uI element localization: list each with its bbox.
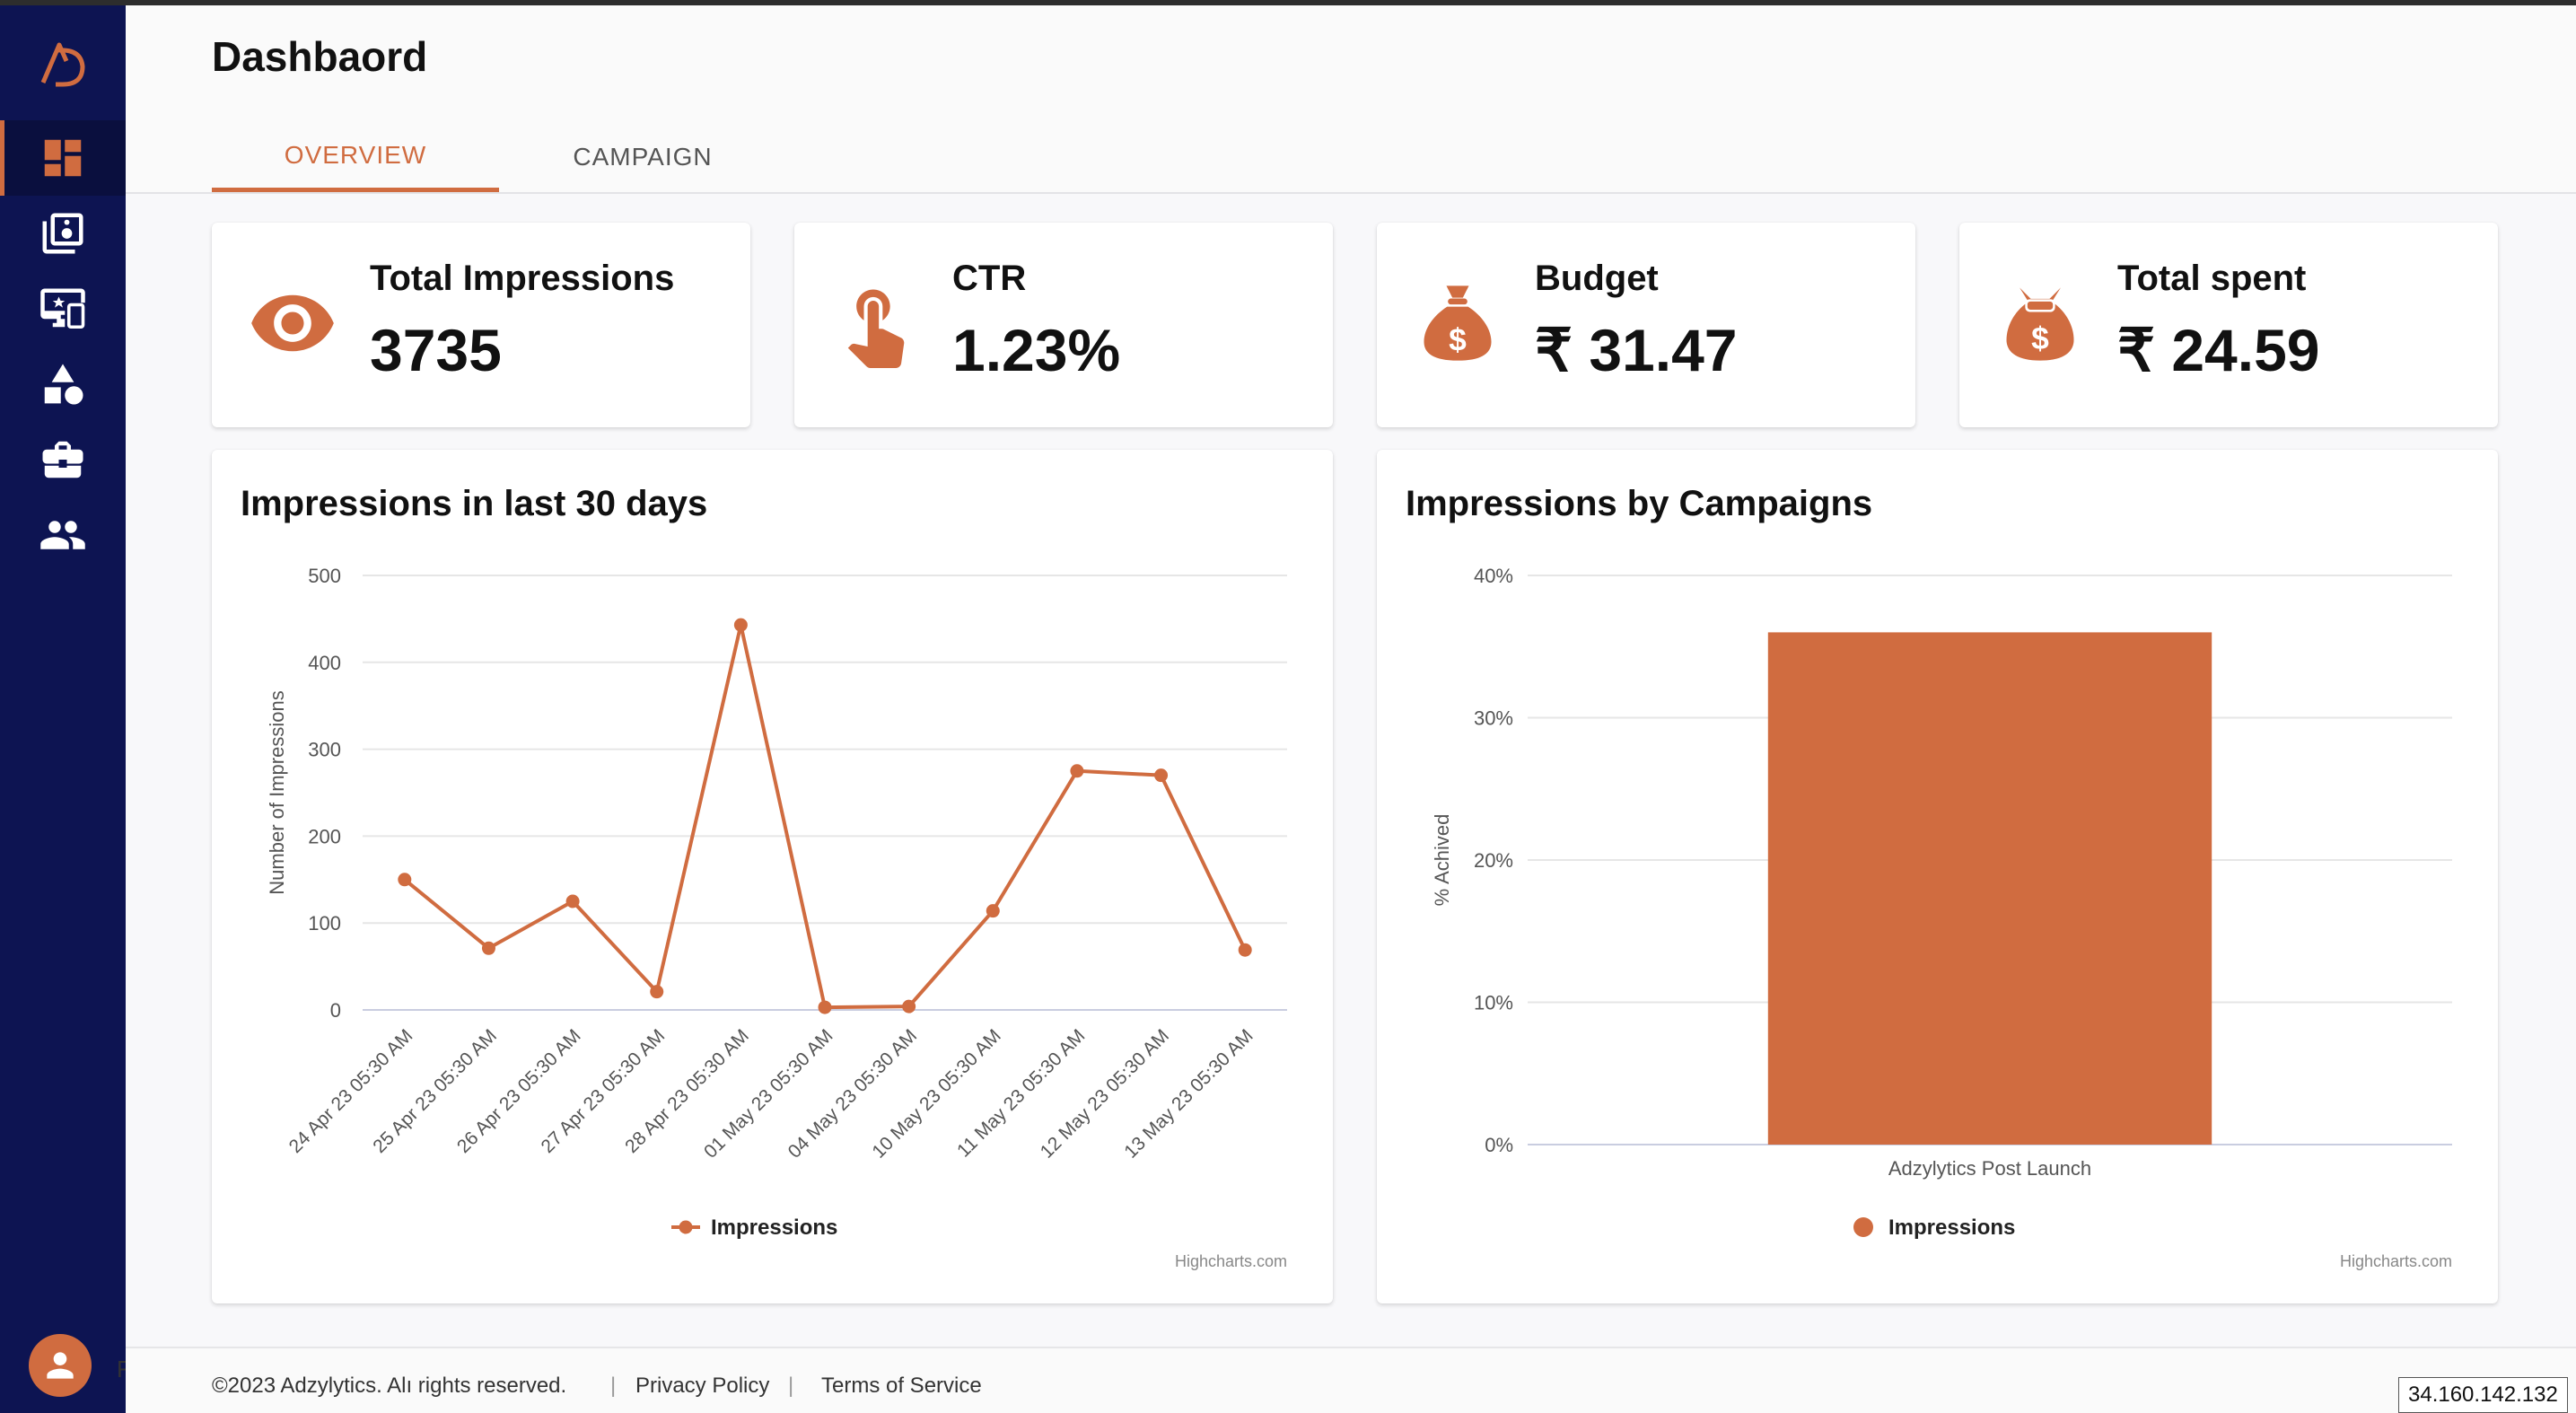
- money-bag-open-icon: $: [2006, 287, 2074, 361]
- series-line: [403, 623, 1247, 1010]
- footer-separator: |: [610, 1374, 617, 1398]
- kpi-card-total-spent: $ Total spent ₹ 24.59: [1959, 223, 2498, 427]
- people-icon: [40, 521, 85, 549]
- sidebar-item-categories[interactable]: [0, 347, 126, 422]
- sidebar-item-users[interactable]: [0, 497, 126, 573]
- footer-separator: |: [788, 1374, 794, 1398]
- data-point: [565, 894, 580, 908]
- data-point: [818, 1000, 832, 1014]
- y-tick-label: 0%: [1485, 1134, 1513, 1156]
- y-tick-label: 40%: [1474, 565, 1513, 587]
- monitor-star-icon: [40, 288, 85, 329]
- data-point: [902, 999, 916, 1014]
- tab-overview[interactable]: OVERVIEW: [212, 122, 499, 192]
- window-top-edge: [0, 0, 2576, 5]
- y-tick-label: 100: [308, 912, 341, 935]
- y-tick-label: 200: [308, 825, 341, 847]
- y-axis-title: % Achived: [1431, 814, 1453, 907]
- kpi-value: 1.23%: [952, 317, 1121, 383]
- privacy-policy-link[interactable]: Privacy Policy: [635, 1374, 770, 1398]
- y-tick-label: 300: [308, 739, 341, 761]
- footer: ©2023 Adzylytics. Alı rights reserved. |…: [126, 1347, 2576, 1413]
- chart-title: Impressions by Campaigns: [1406, 484, 1873, 523]
- y-tick-label: 30%: [1474, 707, 1513, 730]
- ip-address-badge: 34.160.142.132: [2398, 1377, 2568, 1413]
- legend-label: Impressions: [1888, 1216, 2015, 1240]
- kpi-card-ctr: CTR 1.23%: [794, 223, 1333, 427]
- impressions-line-chart-card: Impressions in last 30 days 0 100 200 300 40…: [212, 450, 1333, 1303]
- kpi-card-impressions: Total Impressions 3735: [212, 223, 750, 427]
- data-point: [986, 904, 1000, 918]
- chart-title: Impressions in last 30 days: [241, 484, 708, 523]
- kpi-value: 3735: [370, 317, 502, 383]
- y-tick-label: 0: [330, 999, 341, 1022]
- page-header: Dashbaord OVERVIEW CAMPAIGN: [126, 5, 2576, 194]
- tab-campaign[interactable]: CAMPAIGN: [573, 143, 713, 171]
- sidebar-item-screens[interactable]: [0, 271, 126, 347]
- kpi-label: Total spent: [2117, 259, 2307, 298]
- data-point: [398, 873, 412, 887]
- kpi-label: Total Impressions: [370, 259, 675, 298]
- y-tick-label: 20%: [1474, 849, 1513, 872]
- data-point: [1070, 764, 1084, 778]
- briefcase-icon: [42, 441, 83, 478]
- impressions-by-campaign-chart: 0% 10% 20% 30% 40% % Achived Impressions Adzyly…: [1431, 565, 2452, 1270]
- sidebar-item-dashboard[interactable]: [0, 120, 126, 196]
- y-axis-title: Number of Impressions: [266, 690, 288, 894]
- kpi-label: CTR: [952, 259, 1027, 298]
- x-tick-label: Adzylytics Post Launch: [1888, 1157, 2091, 1180]
- data-point: [1154, 768, 1169, 783]
- speaker-library-icon: [42, 213, 83, 254]
- kpi-value: ₹ 31.47: [1535, 317, 1738, 383]
- terms-of-service-link[interactable]: Terms of Service: [821, 1374, 982, 1398]
- chart-credits: Highcharts.com: [2340, 1252, 2452, 1270]
- legend-label: Impressions: [711, 1216, 837, 1240]
- impressions-bar-chart-card: Impressions by Campaigns 0% 10% 20% 30% 40%%…: [1377, 450, 2498, 1303]
- user-avatar[interactable]: [29, 1334, 92, 1397]
- kpi-value: ₹ 24.59: [2117, 317, 2320, 383]
- tap-icon: [847, 289, 905, 368]
- dashboard-icon: [44, 139, 82, 177]
- kpi-label: Budget: [1535, 259, 1659, 298]
- sidebar-item-media[interactable]: [0, 196, 126, 271]
- copyright-text: ©2023 Adzylytics. Alı rights reserved.: [212, 1374, 567, 1398]
- shapes-icon: [44, 364, 83, 405]
- data-point: [481, 941, 495, 955]
- y-tick-label: 500: [308, 565, 341, 587]
- person-icon: [47, 1352, 74, 1379]
- page-title: Dashbaord: [212, 33, 428, 80]
- svg-text:$: $: [2031, 320, 2049, 356]
- legend-marker: [679, 1220, 693, 1234]
- kpi-card-budget: $ Budget ₹ 31.47: [1377, 223, 1915, 427]
- y-tick-label: 10%: [1474, 992, 1513, 1014]
- svg-text:$: $: [1449, 321, 1467, 357]
- app-logo[interactable]: [36, 36, 90, 90]
- legend-marker: [1853, 1217, 1873, 1237]
- data-point: [650, 985, 664, 999]
- y-tick-label: 400: [308, 652, 341, 674]
- data-point: [733, 618, 748, 632]
- sidebar: [0, 5, 126, 1413]
- chart-credits: Highcharts.com: [1175, 1252, 1287, 1270]
- money-bag-icon: $: [1424, 285, 1492, 361]
- eye-icon: [251, 294, 334, 352]
- bar: [1767, 632, 2212, 1145]
- data-point: [1238, 943, 1252, 957]
- sidebar-item-campaigns[interactable]: [0, 422, 126, 497]
